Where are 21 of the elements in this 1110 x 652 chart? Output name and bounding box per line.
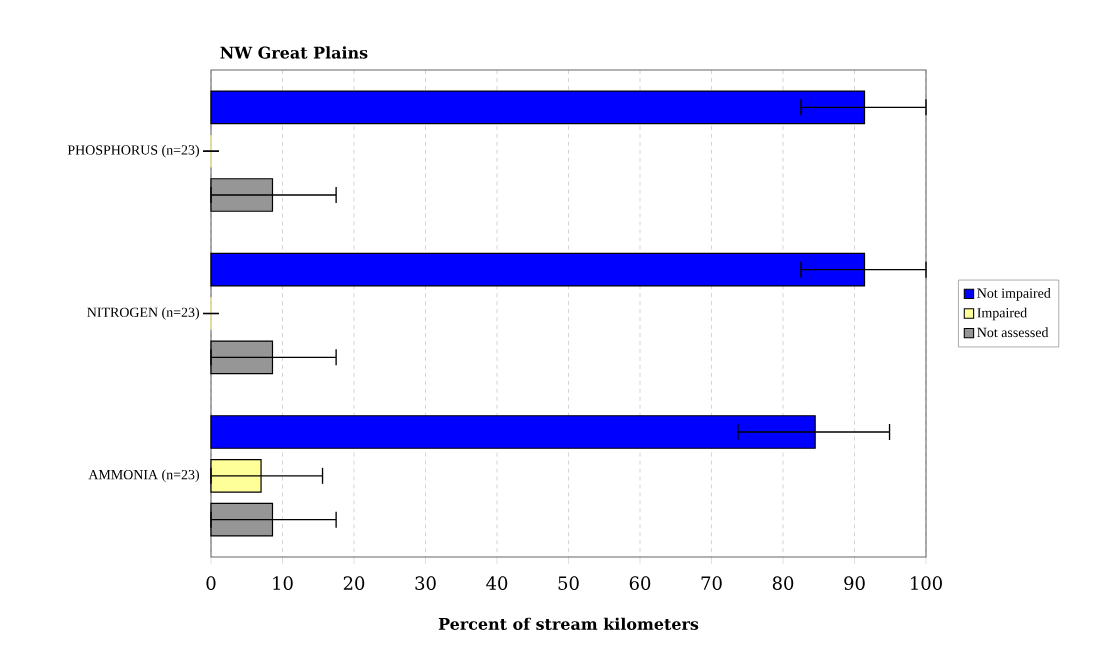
bar xyxy=(210,252,866,287)
y-tick-label: AMMONIA (n=23) xyxy=(88,469,199,483)
legend-label: Not impaired xyxy=(977,288,1051,301)
legend-label: Impaired xyxy=(977,307,1027,321)
x-tick-label: 50 xyxy=(558,576,579,590)
x-tick-label: 90 xyxy=(844,576,865,590)
legend-label: Not assessed xyxy=(977,327,1049,338)
x-axis-title: Percent of stream kilometers xyxy=(438,617,699,630)
x-tick-label: 70 xyxy=(701,576,722,590)
x-tick-label: 30 xyxy=(415,576,436,590)
x-tick-label: 10 xyxy=(273,576,293,590)
x-tick-label: 80 xyxy=(772,576,794,590)
x-tick-label: 100 xyxy=(911,576,942,590)
y-tick-label: NITROGEN (n=23) xyxy=(87,307,200,320)
x-tick-label: 40 xyxy=(486,576,508,590)
x-tick-label: 60 xyxy=(629,576,651,590)
chart-title: NW Great Plains xyxy=(220,46,368,59)
y-tick-label: PHOSPHORUS (n=23) xyxy=(67,144,199,158)
x-tick-label: 0 xyxy=(206,576,216,590)
x-tick-label: 20 xyxy=(343,576,365,590)
bar xyxy=(210,90,866,125)
